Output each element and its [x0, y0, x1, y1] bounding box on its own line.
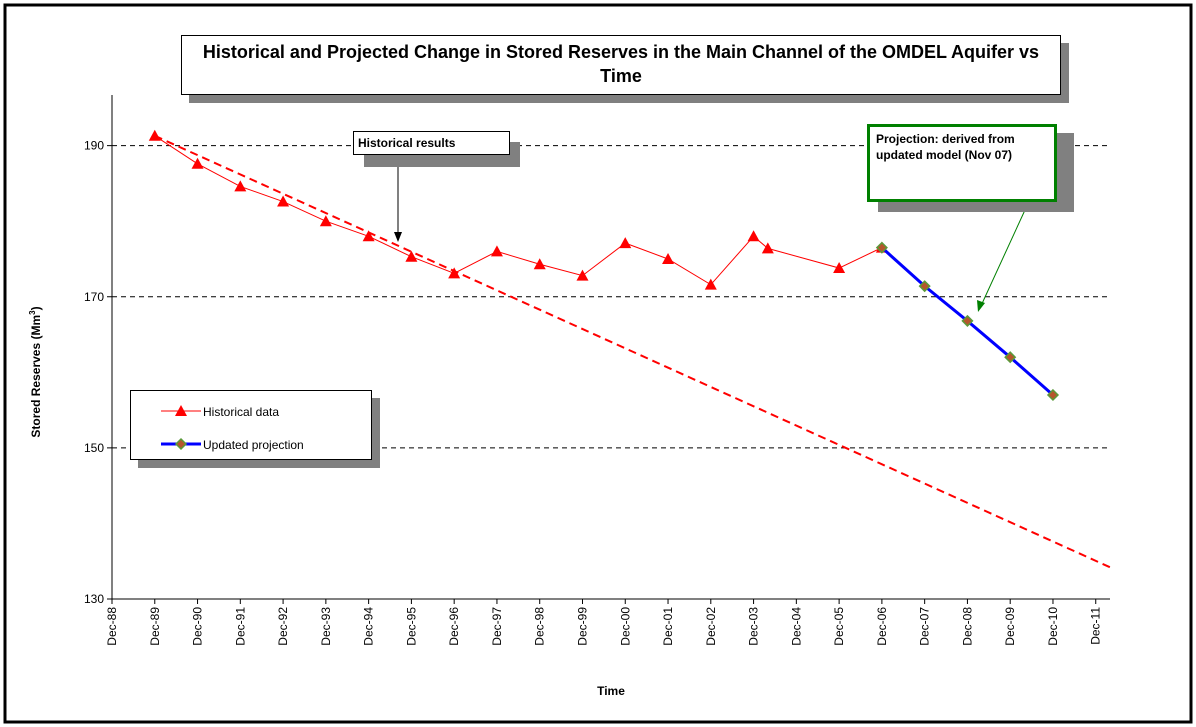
marker: [191, 157, 204, 169]
marker: [405, 250, 418, 262]
marker: [490, 245, 503, 257]
x-tick-label: Dec-10: [1046, 607, 1060, 646]
x-tick-label: Dec-92: [276, 607, 290, 646]
annotation-arrowhead: [977, 300, 985, 312]
x-tick-label: Dec-03: [747, 607, 761, 646]
legend-label: Historical data: [203, 405, 279, 419]
marker: [875, 241, 888, 254]
marker: [1004, 351, 1017, 364]
annotation-arrow: [979, 209, 1026, 309]
x-tick-label: Dec-88: [105, 607, 119, 646]
x-axis-label: Time: [597, 684, 625, 698]
marker: [448, 267, 461, 279]
y-axis-label: Stored Reserves (Mm3): [28, 306, 43, 437]
marker: [362, 230, 375, 242]
y-label-sup: 3: [28, 310, 37, 315]
x-tick-label: Dec-04: [789, 607, 803, 646]
y-label-tail: ): [29, 306, 43, 310]
marker: [833, 262, 846, 274]
legend: Historical data Updated projection: [130, 390, 372, 460]
annotation: Historical results: [353, 131, 510, 155]
x-tick-label: Dec-07: [918, 607, 932, 646]
x-tick-label: Dec-90: [191, 607, 205, 646]
marker: [1046, 388, 1060, 402]
x-tick-label: Dec-94: [362, 607, 376, 646]
y-tick-label: 190: [84, 139, 104, 153]
y-tick-label: 130: [84, 592, 104, 606]
marker: [747, 230, 760, 242]
x-tick-label: Dec-98: [533, 607, 547, 646]
marker: [234, 180, 247, 192]
marker: [704, 278, 717, 290]
marker: [533, 258, 546, 270]
x-tick-label: Dec-11: [1089, 607, 1103, 645]
legend-label: Updated projection: [203, 438, 304, 452]
y-tick-label: 170: [84, 290, 104, 304]
marker: [277, 195, 290, 207]
x-tick-label: Dec-09: [1003, 607, 1017, 646]
x-tick-label: Dec-01: [661, 607, 675, 646]
y-tick-label: 150: [84, 441, 104, 455]
x-tick-label: Dec-05: [832, 607, 846, 646]
x-tick-label: Dec-91: [233, 607, 247, 646]
marker: [175, 405, 187, 416]
marker: [761, 242, 774, 254]
x-tick-label: Dec-08: [960, 607, 974, 646]
annotation-arrowhead: [394, 232, 402, 242]
marker: [174, 437, 188, 451]
y-label-text: Stored Reserves (Mm: [29, 315, 43, 438]
x-tick-label: Dec-95: [404, 607, 418, 646]
x-tick-label: Dec-00: [618, 607, 632, 646]
chart-title: Historical and Projected Change in Store…: [181, 35, 1061, 95]
x-tick-label: Dec-06: [875, 607, 889, 646]
marker: [662, 252, 675, 264]
annotation: Projection: derived from updated model (…: [867, 124, 1057, 202]
x-tick-label: Dec-96: [447, 607, 461, 646]
x-tick-label: Dec-99: [575, 607, 589, 646]
x-tick-label: Dec-97: [490, 607, 504, 646]
marker: [576, 269, 589, 281]
marker: [918, 280, 931, 293]
marker: [961, 314, 974, 327]
x-tick-label: Dec-02: [704, 607, 718, 646]
legend-svg: Historical data Updated projection: [161, 405, 304, 452]
x-tick-label: Dec-89: [148, 607, 162, 646]
trend-line: [154, 134, 1111, 569]
marker: [619, 237, 632, 249]
x-tick-label: Dec-93: [319, 607, 333, 646]
marker: [319, 215, 332, 227]
